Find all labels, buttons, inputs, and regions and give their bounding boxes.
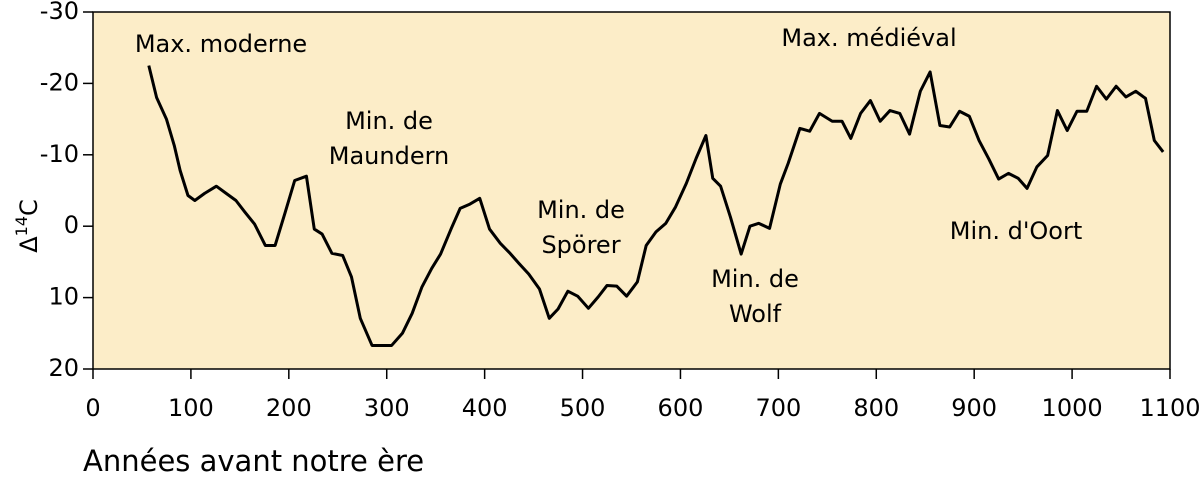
annotation: Min. de Maundern bbox=[329, 107, 450, 170]
x-tick-label: 0 bbox=[85, 394, 100, 422]
data-line bbox=[147, 65, 1165, 347]
annotation: Min. de Wolf bbox=[711, 265, 799, 328]
annotation: Max. médiéval bbox=[781, 24, 956, 52]
x-tick-label: 300 bbox=[364, 394, 410, 422]
annotation-line: Max. médiéval bbox=[781, 24, 956, 52]
y-label-superscript: 14 bbox=[12, 216, 31, 236]
y-axis-label: Δ14C bbox=[12, 199, 44, 253]
y-tick-label: 20 bbox=[48, 354, 79, 382]
annotation-line: Maundern bbox=[329, 142, 450, 170]
y-label-symbol: Δ bbox=[15, 236, 43, 253]
annotation: Max. moderne bbox=[135, 30, 307, 58]
x-tick-label: 600 bbox=[658, 394, 704, 422]
x-tick-label: 1100 bbox=[1139, 394, 1200, 422]
annotation-line: Min. de bbox=[537, 196, 625, 224]
annotation: Min. de Spörer bbox=[537, 196, 625, 259]
annotation-line: Wolf bbox=[729, 300, 782, 328]
x-tick-label: 800 bbox=[853, 394, 899, 422]
y-label-text: C bbox=[15, 199, 43, 216]
plot-area bbox=[92, 11, 1171, 370]
x-tick-label: 900 bbox=[951, 394, 997, 422]
x-tick-label: 500 bbox=[560, 394, 606, 422]
y-tick-label: -10 bbox=[40, 140, 79, 168]
y-tick-label: 10 bbox=[48, 283, 79, 311]
annotation-line: Max. moderne bbox=[135, 30, 307, 58]
x-tick-label: 700 bbox=[755, 394, 801, 422]
annotation: Min. d'Oort bbox=[950, 217, 1083, 245]
annotation-line: Min. de bbox=[345, 107, 433, 135]
x-tick-label: 200 bbox=[266, 394, 312, 422]
annotation-line: Spörer bbox=[541, 231, 620, 259]
y-tick-label: -20 bbox=[40, 68, 79, 96]
x-tick-label: 400 bbox=[462, 394, 508, 422]
x-tick-label: 1000 bbox=[1042, 394, 1103, 422]
x-tick-label: 100 bbox=[168, 394, 214, 422]
x-axis-label: Années avant notre ère bbox=[83, 444, 424, 478]
y-tick-label: 0 bbox=[64, 211, 79, 239]
y-tick-label: -30 bbox=[40, 0, 79, 25]
annotation-line: Min. de bbox=[711, 265, 799, 293]
annotation-line: Min. d'Oort bbox=[950, 217, 1083, 245]
